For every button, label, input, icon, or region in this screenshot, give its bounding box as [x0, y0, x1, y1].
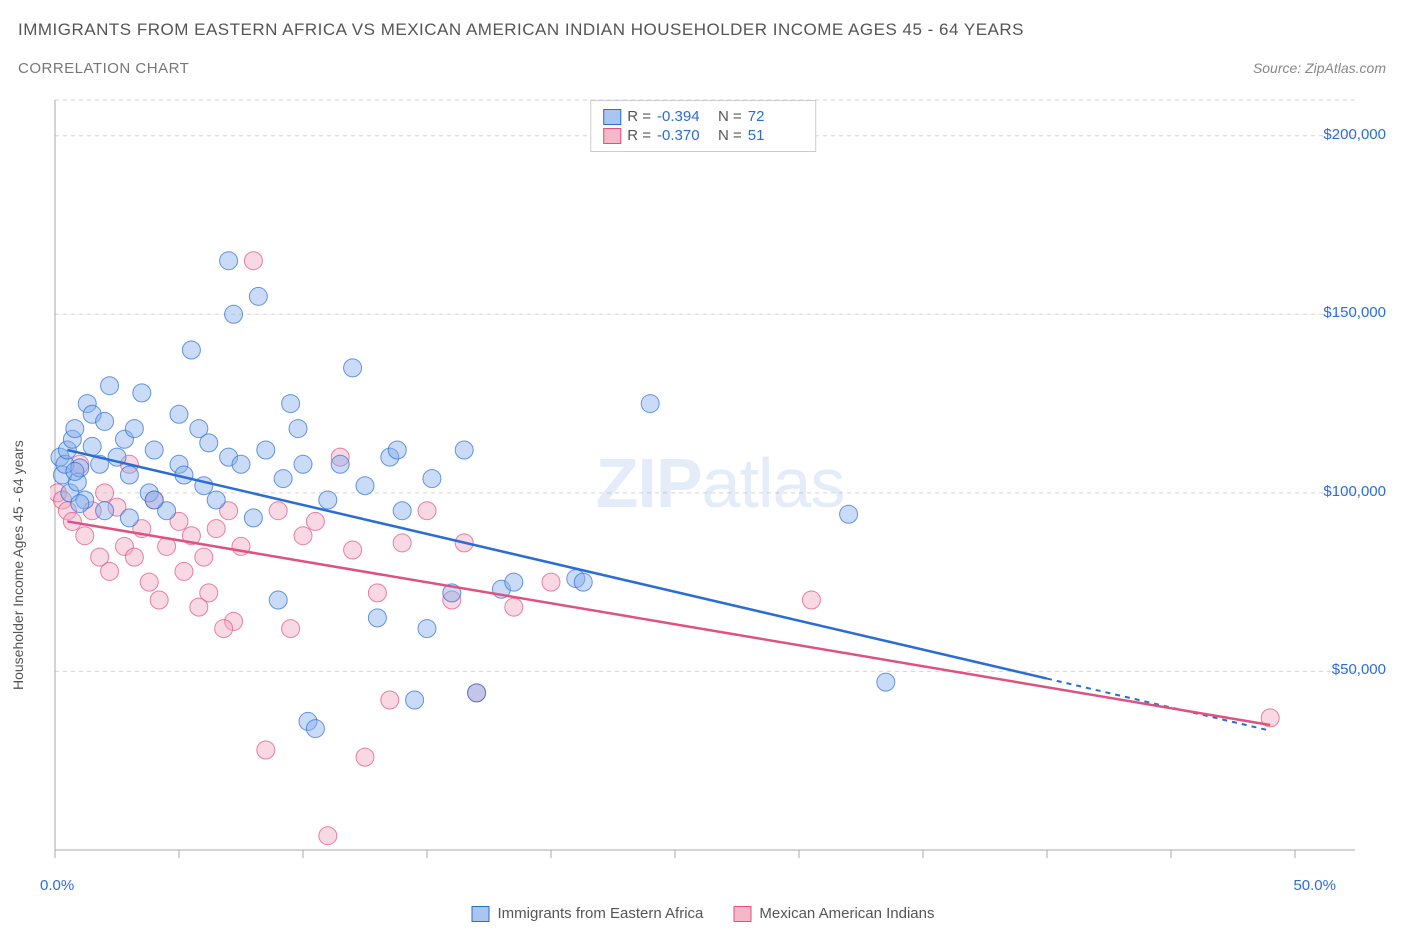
source-credit: Source: ZipAtlas.com	[1253, 60, 1386, 76]
y-tick-label: $100,000	[1323, 483, 1386, 500]
page-title: IMMIGRANTS FROM EASTERN AFRICA VS MEXICA…	[18, 20, 1024, 40]
legend-correlation: R = -0.394 N = 72 R = -0.370 N = 51	[590, 100, 816, 152]
swatch-pink-icon	[733, 906, 751, 922]
legend-item-pink: Mexican American Indians	[733, 905, 934, 922]
legend-row-pink: R = -0.370 N = 51	[603, 127, 803, 144]
y-tick-label: $50,000	[1332, 661, 1386, 678]
swatch-blue-icon	[472, 906, 490, 922]
legend-label: Immigrants from Eastern Africa	[498, 905, 704, 922]
scatter-chart	[50, 95, 1390, 870]
legend-label: Mexican American Indians	[759, 905, 934, 922]
y-axis-label: Householder Income Ages 45 - 64 years	[10, 440, 26, 690]
x-axis-max-label: 50.0%	[1293, 877, 1336, 894]
y-tick-label: $150,000	[1323, 304, 1386, 321]
swatch-blue-icon	[603, 109, 621, 125]
legend-series: Immigrants from Eastern Africa Mexican A…	[472, 905, 935, 922]
chart-area: ZIPatlas	[50, 95, 1390, 870]
x-axis-min-label: 0.0%	[40, 877, 74, 894]
legend-item-blue: Immigrants from Eastern Africa	[472, 905, 704, 922]
swatch-pink-icon	[603, 128, 621, 144]
y-tick-label: $200,000	[1323, 126, 1386, 143]
page-subtitle: CORRELATION CHART	[18, 60, 189, 77]
legend-row-blue: R = -0.394 N = 72	[603, 108, 803, 125]
